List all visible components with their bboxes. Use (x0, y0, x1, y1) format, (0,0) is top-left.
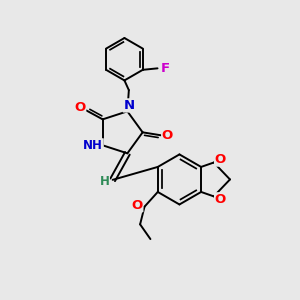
Text: H: H (100, 175, 110, 188)
Text: N: N (123, 99, 134, 112)
Text: O: O (214, 193, 226, 206)
Text: O: O (74, 101, 86, 114)
Text: O: O (162, 129, 173, 142)
Text: O: O (214, 153, 226, 166)
Text: F: F (160, 62, 170, 75)
Text: O: O (131, 199, 143, 212)
Text: NH: NH (83, 139, 103, 152)
